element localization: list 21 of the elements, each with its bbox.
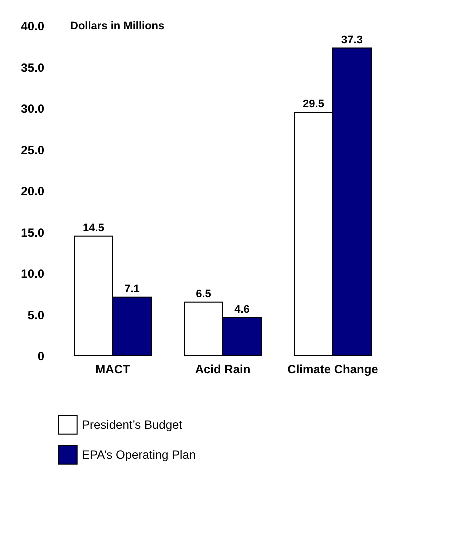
x-tick-label: Climate Change — [288, 362, 379, 376]
y-tick-label: 30.0 — [21, 102, 45, 116]
y-tick-label: 25.0 — [21, 143, 45, 158]
y-axis-title: Dollars in Millions — [70, 20, 165, 32]
y-tick-label: 5.0 — [28, 308, 45, 322]
data-label: 14.5 — [83, 222, 104, 234]
y-tick-label: 15.0 — [21, 226, 45, 240]
data-label: 29.5 — [303, 98, 324, 111]
y-tick-label: 0 — [38, 350, 45, 364]
data-label: 6.5 — [196, 288, 212, 300]
y-tick-label: 10.0 — [21, 267, 45, 281]
y-tick-label: 35.0 — [21, 60, 45, 75]
y-tick-label: 20.0 — [21, 184, 45, 198]
x-tick-label: Acid Rain — [195, 362, 251, 376]
y-tick-label: 40.0 — [21, 20, 45, 34]
legend-label: EPA’s Operating Plan — [82, 448, 196, 462]
data-label: 7.1 — [124, 283, 140, 296]
data-label: 37.3 — [342, 34, 363, 46]
data-label: 4.6 — [234, 304, 250, 316]
x-tick-label: MACT — [96, 362, 131, 376]
legend-label: President’s Budget — [82, 418, 184, 432]
